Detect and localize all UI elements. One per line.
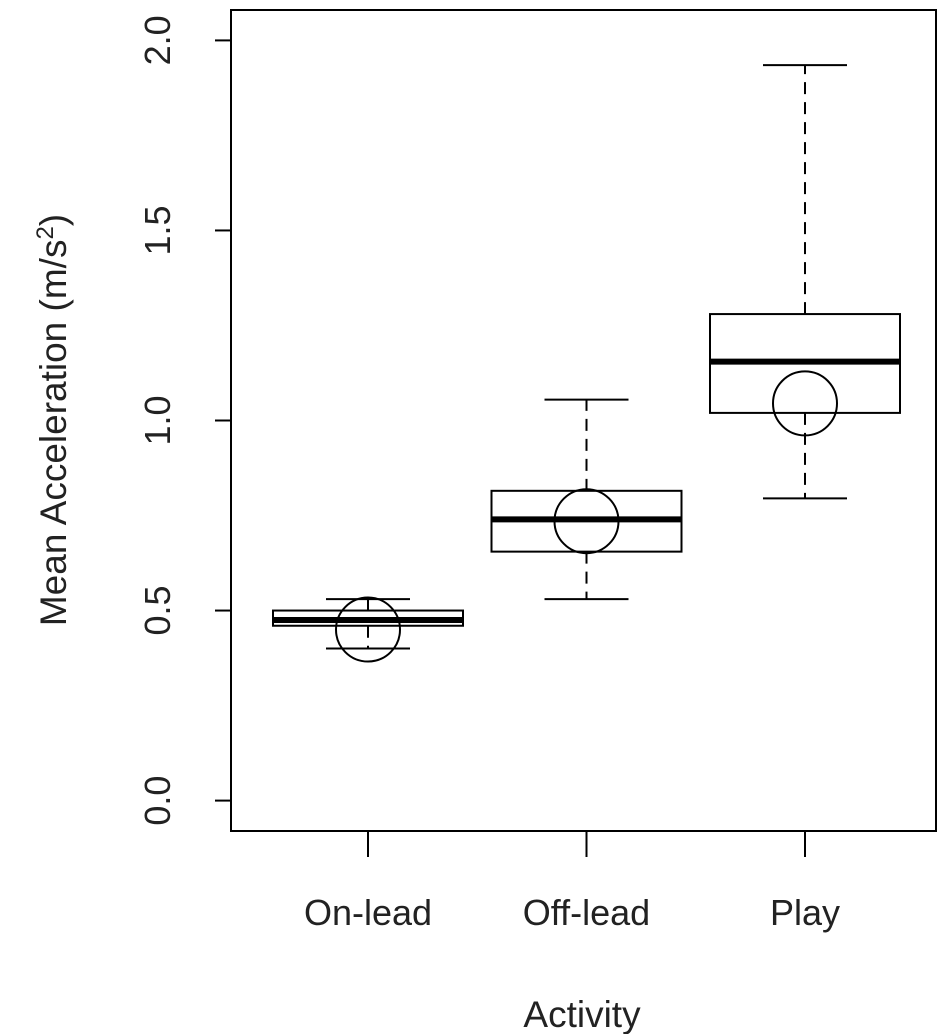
y-tick-label: 1.0 (137, 395, 178, 445)
box-off-lead (490, 398, 683, 601)
y-tick-label: 1.5 (137, 205, 178, 255)
box-on-lead (272, 596, 464, 663)
box-play (709, 64, 901, 500)
plot-area-frame (230, 9, 937, 832)
mean-marker (553, 488, 620, 555)
y-tick-label: 0.0 (137, 776, 178, 826)
y-axis: 0.0 0.5 1.0 1.5 2.0 (137, 15, 231, 826)
x-axis: On-lead Off-lead Play (304, 831, 840, 933)
x-tick-label: Play (770, 892, 840, 933)
x-tick-label: On-lead (304, 892, 432, 933)
box-series (272, 64, 901, 663)
y-tick-label: 2.0 (137, 15, 178, 65)
y-tick-label: 0.5 (137, 586, 178, 636)
x-tick-label: Off-lead (523, 892, 650, 933)
y-axis-title: Mean Acceleration (m/s2) (32, 214, 75, 626)
mean-marker (772, 370, 838, 437)
x-axis-title: Activity (523, 994, 641, 1034)
mean-marker (335, 596, 401, 663)
